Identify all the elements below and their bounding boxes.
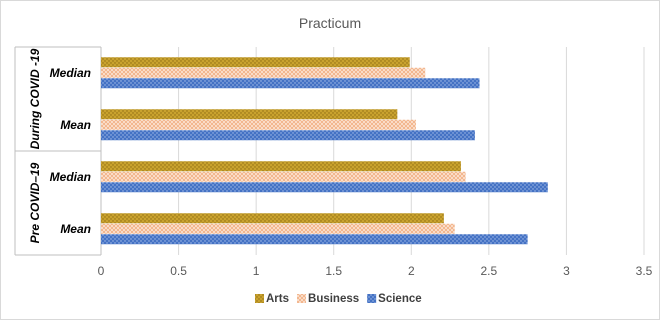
bars — [101, 57, 548, 245]
x-tick-label: 2.5 — [481, 264, 498, 278]
bar-business — [101, 223, 455, 234]
x-tick-label: 0.5 — [170, 264, 187, 278]
x-tick-label: 3 — [563, 264, 570, 278]
legend-label-arts: Arts — [266, 293, 289, 305]
legend-swatch-arts — [255, 294, 264, 303]
category-label-mean: Mean — [60, 222, 91, 236]
x-tick-label: 0 — [98, 264, 105, 278]
bar-arts — [101, 161, 461, 172]
bar-science — [101, 78, 480, 89]
group-label-during-covid-19: During COVID -19 — [28, 48, 42, 149]
category-label-mean: Mean — [60, 118, 91, 132]
x-tick-label: 3.5 — [636, 264, 653, 278]
x-tick-label: 1 — [253, 264, 260, 278]
category-label-median: Median — [50, 170, 91, 184]
legend-label-business: Business — [308, 293, 359, 305]
bar-business — [101, 119, 416, 130]
chart-title: Practicum — [299, 15, 361, 31]
x-axis-ticks: 0 0.5 1 1.5 2 2.5 3 3.5 — [98, 264, 653, 278]
bar-arts — [101, 109, 398, 120]
bar-arts — [101, 57, 410, 68]
bar-business — [101, 67, 426, 78]
x-tick-label: 2 — [408, 264, 415, 278]
legend-label-science: Science — [378, 293, 421, 305]
bar-business — [101, 171, 466, 182]
x-tick-label: 1.5 — [325, 264, 342, 278]
bar-arts — [101, 213, 444, 224]
legend-swatch-business — [297, 294, 307, 303]
bar-science — [101, 182, 548, 193]
group-label-pre-covid-19: Pre COVID–19 — [28, 162, 42, 243]
legend-swatch-science — [367, 294, 377, 303]
legend: Arts Business Science — [255, 293, 422, 305]
category-label-median: Median — [50, 66, 91, 80]
category-axis: During COVID -19 Median Mean Pre COVID–19 Me… — [14, 46, 102, 256]
bar-science — [101, 130, 475, 141]
bar-science — [101, 234, 528, 245]
